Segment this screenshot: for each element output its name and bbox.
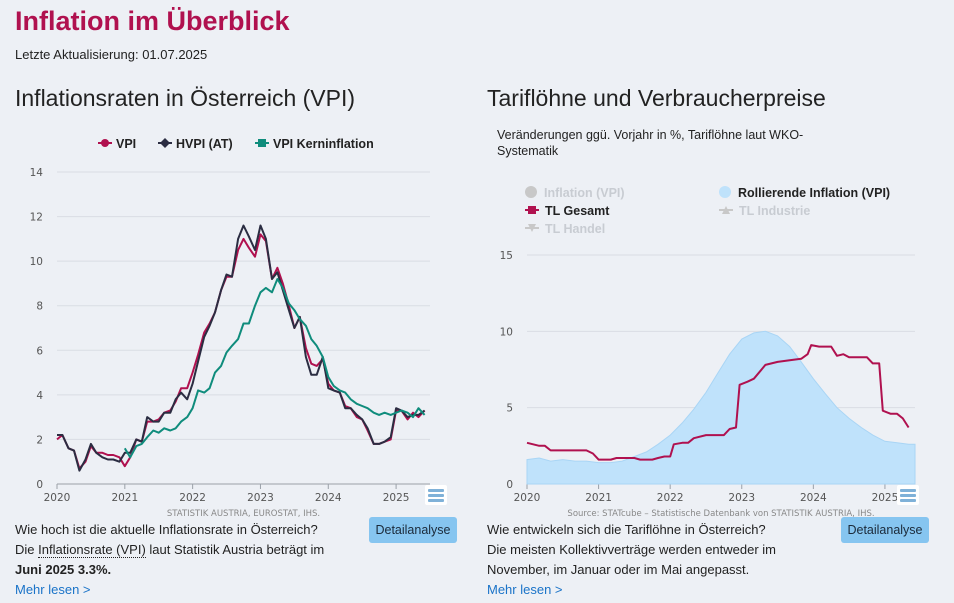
legend-tl-handel-label: TL Handel [545,222,606,236]
legend-inflation-vpi-marker-icon [525,186,537,198]
right-chart-menu-button[interactable] [897,485,919,505]
left-detailanalyse-button[interactable]: Detailanalyse [369,517,457,543]
x-tick-label: 2024 [800,492,827,504]
left-value-bold: Juni 2025 3.3%. [15,562,112,577]
legend-tl-handel[interactable]: TL Handel [524,222,605,236]
legend-kerninflation-marker-icon [255,139,269,147]
y-tick-label: 8 [36,301,43,313]
series-area-rollierende-inflation-vpi [526,330,916,485]
x-tick-label: 2025 [383,492,410,504]
legend-tl-industrie-label: TL Industrie [739,204,811,218]
legend-tl-gesamt-marker-icon [525,206,539,214]
legend-vpi-label: VPI [116,137,137,151]
y-tick-label: 10 [500,326,513,338]
right-description-line3: November, im Januar oder im Mai angepass… [487,562,750,577]
x-tick-label: 2022 [179,492,206,504]
legend-hvpi[interactable]: HVPI (AT) [157,137,233,151]
wage-prices-chart: 0 5 10 15 2020 2021 2022 2023 2024 2025 Source: ST… [500,250,916,519]
legend-tl-industrie-marker-icon [719,206,733,214]
left-description-suffix: laut Statistik Austria beträgt im [145,542,325,557]
left-description: Die Inflationsrate (VPI) laut Statistik … [15,540,365,560]
inflation-rates-chart: 0 2 4 6 8 10 12 14 2020 2021 2022 2023 2024 2025 STATI… [30,167,430,519]
legend-inflation-vpi-label: Inflation (VPI) [544,186,625,200]
y-tick-label: 10 [30,256,43,268]
series-line-vpi-kerninflation [123,278,426,459]
right-description-line2: Die meisten Kollektivverträge werden ent… [487,542,777,557]
series-line-tl-gesamt [526,344,910,461]
right-detailanalyse-button[interactable]: Detailanalyse [841,517,929,543]
legend-tl-gesamt[interactable]: TL Gesamt [524,204,609,218]
legend-rollierende-inflation-label: Rollierende Inflation (VPI) [738,186,891,200]
y-tick-label: 6 [36,345,43,357]
x-tick-label: 2024 [315,492,342,504]
legend-tl-industrie[interactable]: TL Industrie [718,204,810,218]
x-tick-label: 2022 [657,492,684,504]
legend-kerninflation[interactable]: VPI Kerninflation [254,137,374,151]
x-tick-label: 2023 [247,492,274,504]
right-more-link[interactable]: Mehr lesen > [487,582,563,597]
y-tick-label: 12 [30,212,43,224]
x-tick-label: 2021 [111,492,138,504]
left-description-prefix: Die [15,542,39,557]
legend-rollierende-inflation-marker-icon [719,186,731,198]
y-tick-label: 4 [36,390,43,402]
legend-tl-gesamt-label: TL Gesamt [545,204,610,218]
right-question: Wie entwickeln sich die Tariflöhne in Ös… [487,522,766,537]
page-title: Inflation im Überblick [15,6,290,36]
y-tick-label: 2 [36,434,43,446]
y-tick-label: 0 [36,479,43,491]
y-tick-label: 5 [506,403,513,415]
y-tick-label: 0 [506,479,513,491]
left-value: Juni 2025 3.3%. [15,560,111,580]
chart-credits: Source: STATcube – Statistische Datenban… [567,509,874,519]
x-tick-label: 2020 [514,492,541,504]
left-more-link[interactable]: Mehr lesen > [15,582,91,597]
x-tick-label: 2020 [44,492,71,504]
right-chart-subtitle: Veränderungen ggü. Vorjahr in %, Tariflö… [497,128,804,158]
inflationsrate-term[interactable]: Inflationsrate (VPI) [38,542,146,558]
x-tick-label: 2021 [585,492,612,504]
y-tick-label: 15 [500,250,513,262]
series-line-hvpi-at [57,224,426,472]
legend-inflation-vpi[interactable]: Inflation (VPI) [524,185,625,200]
legend-tl-handel-marker-icon [525,224,539,232]
y-tick-label: 14 [30,167,44,179]
left-section-title: Inflationsraten in Österreich (VPI) [15,85,356,111]
left-chart-menu-button[interactable] [425,485,447,505]
legend-kerninflation-label: VPI Kerninflation [273,137,374,151]
left-question: Wie hoch ist die aktuelle Inflationsrate… [15,522,318,537]
legend-vpi-marker-icon [98,139,112,147]
chart-credits: STATISTIK AUSTRIA, EUROSTAT, IHS. [167,509,320,519]
right-section-title: Tariflöhne und Verbraucherpreise [487,85,826,111]
x-tick-label: 2025 [872,492,899,504]
last-update: Letzte Aktualisierung: 01.07.2025 [15,47,208,62]
legend-hvpi-marker-icon [158,138,172,148]
x-tick-label: 2023 [728,492,755,504]
legend-hvpi-label: HVPI (AT) [176,137,233,151]
legend-vpi[interactable]: VPI [97,137,136,151]
legend-rollierende-inflation[interactable]: Rollierende Inflation (VPI) [718,185,890,200]
